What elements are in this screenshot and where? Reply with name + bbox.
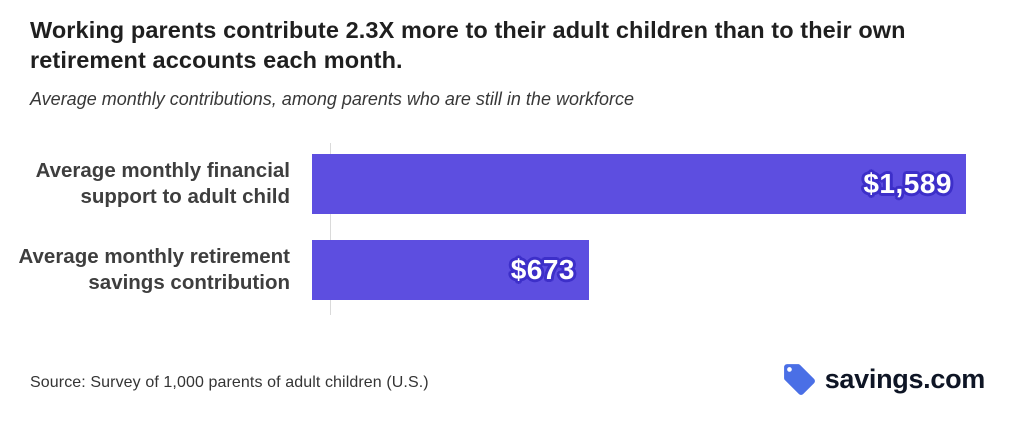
category-label-line: support to adult child bbox=[80, 185, 290, 208]
bar-rows: Average monthly financial support to adu… bbox=[0, 154, 1015, 300]
chart-subtitle: Average monthly contributions, among par… bbox=[30, 89, 634, 109]
chart-title: Working parents contribute 2.3X more to … bbox=[30, 15, 995, 75]
price-tag-icon bbox=[783, 363, 815, 395]
source-note: Source: Survey of 1,000 parents of adult… bbox=[30, 374, 429, 391]
savings-logo-text: savings.com bbox=[824, 363, 986, 394]
y-axis-line bbox=[330, 143, 331, 315]
category-label-line: savings contribution bbox=[88, 271, 290, 294]
category-label: Average monthly financial support to adu… bbox=[0, 154, 311, 214]
savings-logo: savings.com bbox=[781, 358, 985, 400]
bar-value-label: $673 bbox=[510, 254, 575, 285]
bar-row-retirement-savings: Average monthly retirement savings contr… bbox=[0, 240, 1015, 300]
bar-retirement-savings: $673 bbox=[312, 240, 589, 300]
bar-value-label: $1,589 bbox=[863, 168, 952, 199]
category-label-line: Average monthly financial bbox=[35, 159, 290, 182]
plot-area: $673 bbox=[311, 240, 1015, 300]
chart-title-line-2: retirement accounts each month. bbox=[30, 47, 403, 73]
chart-title-line-1: Working parents contribute 2.3X more to … bbox=[30, 17, 906, 43]
bar-adult-child-support: $1,589 bbox=[312, 154, 966, 214]
category-label-line: Average monthly retirement bbox=[18, 245, 290, 268]
bar-chart: Average monthly financial support to adu… bbox=[0, 140, 1015, 320]
plot-area: $1,589 bbox=[311, 154, 1015, 214]
chart-header: Working parents contribute 2.3X more to … bbox=[30, 15, 995, 110]
bar-row-adult-child-support: Average monthly financial support to adu… bbox=[0, 154, 1015, 214]
category-label: Average monthly retirement savings contr… bbox=[0, 240, 311, 300]
